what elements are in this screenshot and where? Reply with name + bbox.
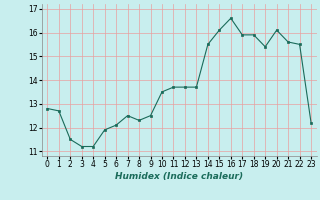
- X-axis label: Humidex (Indice chaleur): Humidex (Indice chaleur): [115, 172, 243, 181]
